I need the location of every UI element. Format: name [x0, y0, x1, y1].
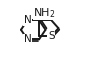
Text: S: S	[48, 31, 55, 41]
Text: N: N	[24, 34, 31, 44]
Text: N: N	[24, 15, 31, 25]
Text: NH$_2$: NH$_2$	[33, 6, 56, 20]
